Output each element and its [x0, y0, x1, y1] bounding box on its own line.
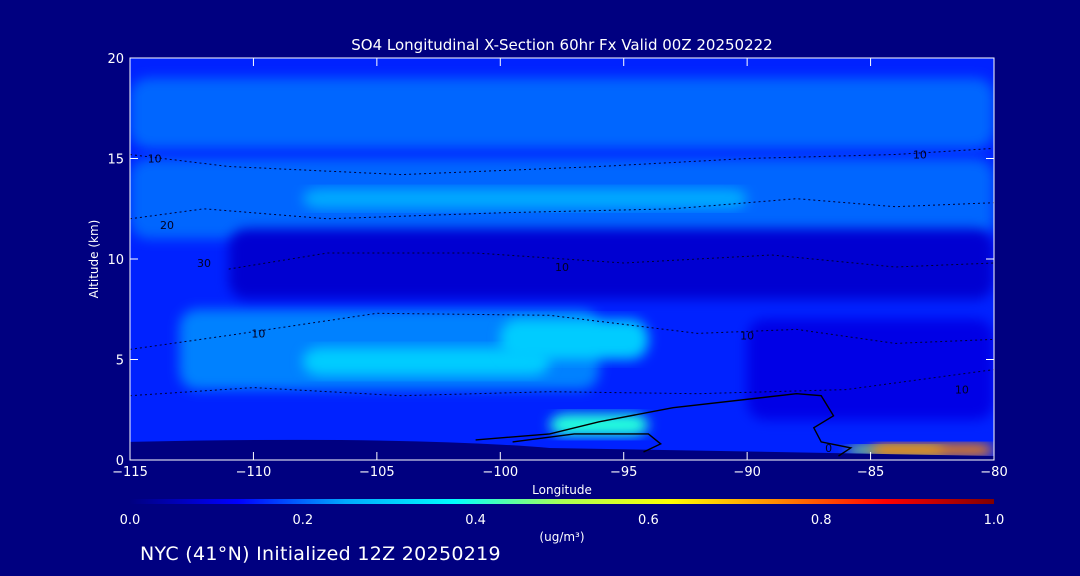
contour-label: 10: [740, 329, 754, 342]
colorbar-gradient: [130, 499, 994, 504]
chart-title: SO4 Longitudinal X-Section 60hr Fx Valid…: [351, 36, 772, 54]
colorbar-tick-label: 0.2: [292, 513, 313, 528]
colorbar-tick-label: 0.0: [120, 513, 141, 528]
field-region: [747, 319, 994, 420]
contour-label: 10: [251, 327, 265, 340]
field-region: [549, 413, 649, 436]
contour-label: 10: [955, 384, 969, 397]
colorbar-tick-label: 1.0: [984, 513, 1005, 528]
y-tick-label: 0: [116, 454, 124, 469]
field-region: [870, 443, 994, 456]
contour-label: 0: [825, 442, 832, 455]
colorbar: 0.0 0.2 0.4 0.6 0.8 1.0: [120, 499, 1005, 528]
y-tick-label: 10: [107, 253, 124, 268]
contour-label: 20: [160, 219, 174, 232]
y-axis-label: Altitude (km): [87, 220, 101, 299]
contour-line: [130, 147, 994, 176]
x-tick-label: −100: [482, 465, 518, 480]
field-region: [130, 78, 994, 149]
x-tick-label: −115: [112, 465, 148, 480]
contour-label: 10: [555, 261, 569, 274]
zero-contour: [512, 433, 663, 453]
contour-line: [130, 369, 994, 397]
y-tick-label: 5: [116, 354, 124, 369]
contour-line: [228, 252, 994, 270]
contour-label: 10: [913, 148, 927, 161]
x-axis-label: Longitude: [532, 483, 592, 497]
x-tick-label: −95: [610, 465, 637, 480]
contour-label: 10: [148, 153, 162, 166]
contour-line: [130, 312, 994, 350]
field-region: [302, 347, 550, 376]
concentration-field: [130, 58, 994, 460]
terrain: [130, 439, 994, 460]
x-tick-label: −110: [236, 465, 272, 480]
colorbar-tick-label: 0.8: [811, 513, 832, 528]
zero-contour: [475, 392, 853, 457]
colorbar-tick-label: 0.6: [638, 513, 659, 528]
field-region: [500, 319, 649, 360]
y-tick-label: 20: [107, 52, 124, 67]
colorbar-label: (ug/m³): [539, 530, 584, 544]
field-region: [302, 188, 748, 209]
y-axis: 0 5 10 15 20: [107, 52, 994, 469]
contour-lines: 10 20 30 10 10 10 10 10 0: [130, 147, 994, 457]
x-tick-label: −80: [980, 465, 1007, 480]
x-axis: −115 −110 −105 −100 −95 −90 −85 −80: [112, 58, 1008, 480]
y-tick-label: 15: [107, 153, 124, 168]
x-tick-label: −105: [359, 465, 395, 480]
x-tick-label: −90: [733, 465, 760, 480]
contour-label: 30: [197, 257, 211, 270]
x-tick-label: −85: [857, 465, 884, 480]
contour-line: [130, 198, 994, 220]
colorbar-tick-label: 0.4: [465, 513, 486, 528]
field-region: [228, 228, 994, 300]
run-info: NYC (41°N) Initialized 12Z 20250219: [140, 543, 501, 565]
